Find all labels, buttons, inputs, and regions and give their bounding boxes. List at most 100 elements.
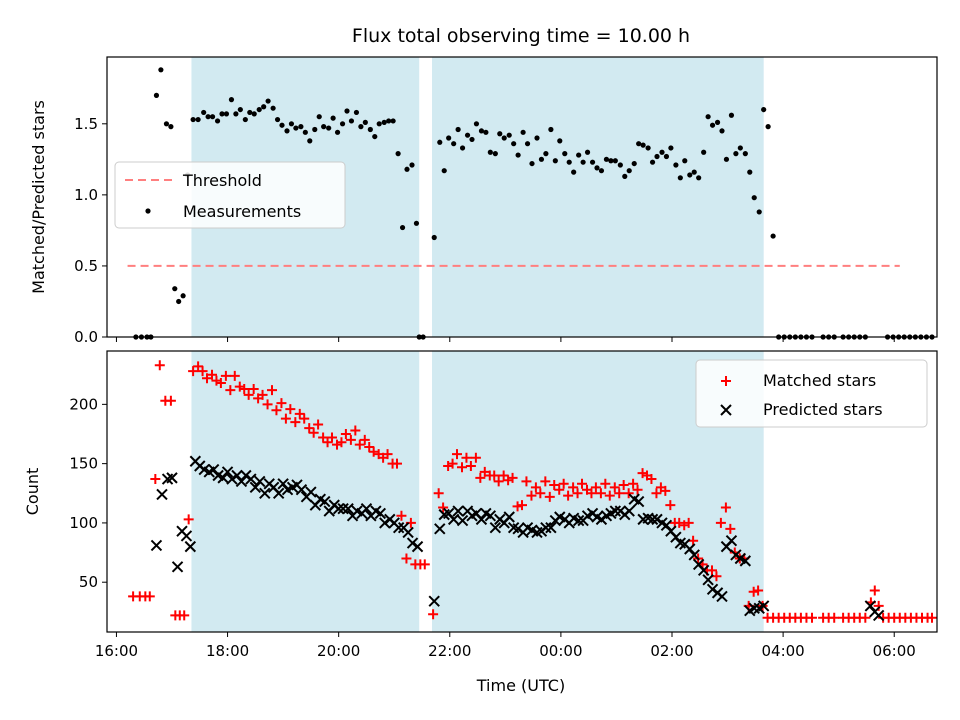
predicted-star-point [150, 539, 163, 552]
measurement-point [201, 109, 207, 116]
predicted-star-point [434, 523, 446, 535]
matched-star-point [707, 565, 717, 576]
matched-star-point [336, 437, 347, 448]
measurement-point [312, 126, 318, 133]
measurement-point [399, 224, 406, 231]
predicted-star-point [221, 466, 234, 478]
measurement-point [673, 162, 679, 168]
measurement-point [451, 141, 457, 147]
measurement-point [742, 151, 748, 157]
y-tick-label: 200 [69, 395, 98, 413]
measurement-point [584, 149, 591, 155]
matched-star-point [280, 413, 291, 424]
measurement-point [594, 165, 600, 171]
matched-star-point [493, 476, 504, 487]
predicted-star-point [180, 530, 193, 542]
matched-star-point [350, 425, 361, 436]
matched-star-point [646, 474, 657, 485]
matched-star-point [683, 517, 694, 528]
predicted-star-point [646, 513, 659, 526]
measurement-point [404, 166, 410, 172]
measurement-point [293, 125, 299, 131]
count-y-axis: 50 100 150 200 [69, 395, 107, 591]
predicted-star-point [572, 514, 585, 527]
predicted-star-point [156, 488, 168, 501]
matched-star-point [544, 491, 555, 502]
y-tick-label: 1.5 [74, 115, 98, 133]
measurement-point [492, 151, 498, 157]
matched-star-point [753, 585, 764, 596]
predicted-star-point [702, 574, 714, 586]
measurement-point [612, 158, 618, 164]
count-x-axis: 16:00 18:00 20:00 22:00 00:00 02:00 04:00 06:00 [95, 632, 916, 660]
measurement-point [682, 158, 688, 164]
measurement-point [659, 149, 665, 155]
measurement-point [413, 220, 420, 226]
matched-star-point [526, 490, 537, 501]
predicted-star-point [272, 487, 285, 499]
measurement-point [190, 116, 196, 123]
matched-star-point [308, 427, 319, 438]
predicted-star-point [245, 473, 257, 485]
matched-star-point [530, 482, 541, 493]
measurement-point [195, 116, 201, 123]
matched-star-point [354, 439, 365, 450]
matched-star-point [590, 482, 601, 493]
measurement-point [233, 111, 239, 117]
measurement-point [270, 105, 276, 111]
measurement-point [737, 145, 743, 151]
predicted-star-point [697, 564, 710, 577]
measurement-point [279, 122, 285, 128]
measurement-point [344, 108, 350, 114]
measurement-point [761, 106, 767, 113]
predicted-star-point [651, 513, 663, 526]
predicted-star-point [475, 513, 488, 526]
predicted-star-point [166, 472, 178, 484]
matched-star-point [225, 385, 236, 396]
measurement-point [307, 138, 313, 144]
measurement-point [640, 142, 646, 148]
observing-windows [191, 57, 764, 337]
matched-star-point [428, 609, 439, 620]
legend-predicted-swatch [720, 404, 732, 416]
matched-star-point [262, 399, 273, 410]
predicted-star-point [428, 595, 440, 607]
predicted-star-point [402, 526, 414, 539]
predicted-star-point [864, 600, 877, 612]
measurement-point [543, 151, 549, 157]
measurement-point [608, 158, 614, 164]
matched-star-point [535, 488, 546, 499]
matched-star-point [401, 553, 412, 564]
legend-threshold-label: Threshold [182, 171, 262, 190]
measurement-point [691, 169, 697, 175]
measurement-point [580, 159, 586, 165]
measurement-point [751, 195, 757, 201]
matched-star-point [507, 472, 518, 483]
measurement-point [529, 160, 535, 167]
predicted-star-point [184, 540, 197, 553]
predicted-star-point [305, 486, 317, 498]
matched-star-point [674, 517, 685, 528]
measurement-point [376, 121, 382, 127]
matched-star-point [711, 571, 722, 582]
x-tick-label: 04:00 [761, 642, 804, 660]
measurement-point [571, 169, 577, 175]
measurement-point [176, 298, 182, 305]
predicted-star-point [447, 513, 460, 526]
predicted-star-point [452, 505, 464, 517]
predicted-star-point [319, 495, 331, 508]
predicted-star-point [411, 540, 424, 553]
measurement-point [302, 129, 308, 135]
measurement-point [284, 128, 290, 134]
measurement-point [455, 126, 461, 133]
matched-star-point [382, 449, 393, 460]
matched-star-point [299, 413, 310, 424]
x-tick-label: 18:00 [206, 642, 249, 660]
measurement-point [409, 162, 415, 168]
measurement-point [636, 141, 642, 147]
ratio-y-axis-label: Matched/Predicted stars [29, 100, 48, 294]
matched-star-point [869, 585, 880, 596]
matched-star-point [276, 398, 287, 409]
y-tick-label: 100 [69, 514, 98, 532]
matched-star-point [359, 434, 370, 445]
